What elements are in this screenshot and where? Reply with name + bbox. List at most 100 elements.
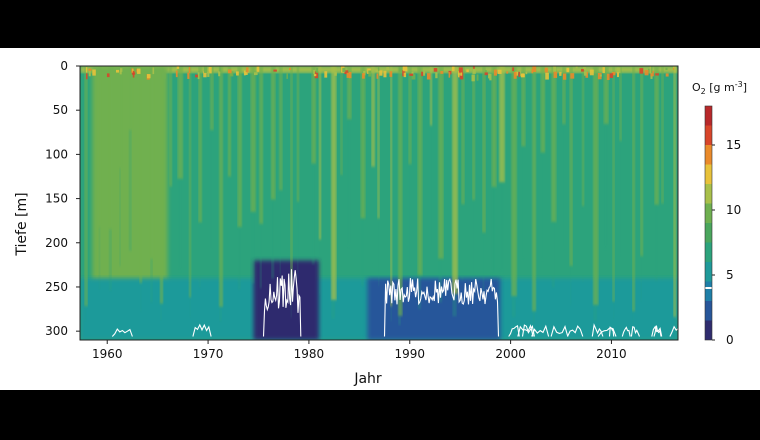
mixing-stripe-tail [613, 301, 615, 320]
surface-speckle [115, 69, 120, 73]
surface-speckle [376, 73, 379, 79]
mixing-stripe-tail [250, 212, 255, 284]
surface-speckle [673, 66, 677, 73]
colorbar-swatch [705, 223, 712, 243]
mixing-stripe [452, 66, 458, 295]
mixing-stripe [632, 66, 635, 312]
mixing-stripe-tail [160, 303, 162, 321]
colorbar-swatch [705, 106, 712, 126]
surface-speckle [411, 74, 416, 80]
contour-line [111, 328, 133, 337]
mixing-stripe [237, 66, 242, 228]
mixing-stripe [569, 66, 573, 266]
surface-speckle [484, 72, 488, 76]
surface-speckle [313, 69, 316, 74]
surface-speckle [133, 66, 137, 73]
surface-speckle [566, 67, 570, 72]
y-axis-label: Tiefe [m] [14, 192, 30, 256]
mixing-stripe [360, 66, 366, 219]
contour-line [517, 324, 534, 337]
surface-speckle [476, 74, 479, 81]
mixing-stripe-tail [582, 206, 584, 282]
surface-speckle [398, 66, 403, 72]
colorbar-swatch [705, 242, 712, 262]
mixing-stripe [390, 66, 393, 307]
surface-speckle [187, 72, 190, 79]
mixing-stripe-tail [562, 124, 564, 249]
contour-line [192, 323, 212, 337]
surface-speckle [531, 69, 534, 74]
surface-speckle [313, 74, 317, 77]
mixing-stripe-tail [398, 315, 401, 326]
surface-speckle [176, 66, 180, 69]
surface-speckle [188, 67, 191, 74]
contour-line [669, 325, 678, 337]
surface-speckle [218, 71, 221, 77]
colorbar-tick-label: 5 [726, 268, 734, 282]
surface-speckle [286, 73, 288, 79]
mixing-stripe-tail [259, 223, 262, 289]
surface-speckle [521, 73, 525, 78]
surface-speckle [411, 71, 414, 75]
mixing-stripe [429, 66, 433, 126]
mixing-stripe [482, 66, 486, 233]
oxygen-depth-chart: 1960 1970 1980 1990 2000 2010 050100150200250… [14, 59, 747, 387]
colorbar-swatch [705, 301, 712, 321]
y-tick-label: 100 [45, 147, 68, 161]
mixing-stripe [540, 66, 546, 153]
mixing-stripe [311, 66, 316, 164]
y-tick-label: 300 [45, 324, 68, 338]
surface-speckle [227, 69, 232, 74]
mixing-stripe-tail [297, 201, 299, 280]
surface-speckle [650, 70, 654, 77]
x-tick-label: 1970 [193, 347, 224, 361]
surface-speckle [197, 72, 200, 80]
surface-speckle [377, 67, 380, 71]
surface-speckle [316, 67, 319, 73]
mixing-stripe [640, 66, 644, 257]
mixing-stripe [661, 66, 664, 204]
mixing-stripe [149, 66, 155, 259]
mixing-stripe [581, 66, 585, 207]
mixing-stripe-tail [311, 163, 315, 265]
surface-speckle [389, 71, 393, 77]
colorbar-swatch [705, 320, 712, 340]
mixing-stripe-tail [331, 300, 336, 319]
mixing-stripe-tail [472, 200, 474, 279]
plot-frame [79, 65, 679, 341]
surface-speckle [644, 70, 649, 76]
y-tick-label: 200 [45, 236, 68, 250]
mixing-stripe [250, 66, 256, 213]
surface-speckle [146, 74, 151, 79]
mixing-stripe-tail [604, 124, 608, 249]
mixing-stripe [84, 66, 88, 307]
mixing-stripe [189, 66, 192, 298]
mixing-stripe [562, 66, 566, 125]
surface-speckle [379, 70, 383, 76]
mixing-stripe-tail [150, 258, 153, 303]
surface-speckle [152, 67, 155, 75]
contour-line [651, 325, 663, 337]
mixing-stripe [279, 66, 283, 191]
surface-speckle [440, 71, 444, 74]
surface-speckle [582, 66, 586, 71]
surface-speckle [513, 72, 517, 79]
surface-speckle [324, 71, 328, 78]
mixing-stripe-tail [418, 275, 421, 309]
surface-speckle [553, 71, 558, 78]
surface-speckle [348, 71, 352, 79]
surface-speckle [243, 70, 246, 76]
mixing-stripe-tail [361, 218, 364, 287]
mixing-stripe-tail [340, 175, 342, 269]
surface-speckle [609, 73, 614, 79]
contour-line [262, 269, 302, 337]
colorbar-tick-label: 10 [726, 203, 741, 217]
surface-speckle [472, 68, 476, 74]
mixing-stripe [654, 66, 659, 205]
surface-speckle [433, 68, 438, 72]
y-tick-label: 250 [45, 280, 68, 294]
mixing-stripe-tail [85, 306, 87, 322]
surface-speckle [589, 69, 594, 76]
mixing-stripe-tail [271, 199, 275, 279]
mixing-stripe [612, 66, 615, 302]
